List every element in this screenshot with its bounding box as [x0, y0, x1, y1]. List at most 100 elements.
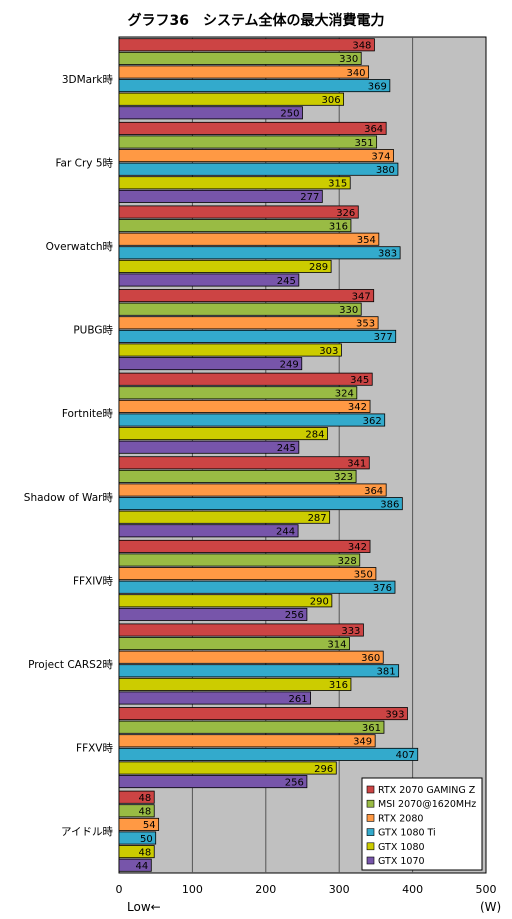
- category-labels: 3DMark時 Far Cry 5時 Overwatch時 PUBG時 Fortnite…: [24, 74, 114, 838]
- bar-value-label: 316: [329, 221, 348, 232]
- bar: [118, 219, 352, 233]
- bar-value-label: 328: [338, 556, 357, 567]
- bar: [118, 289, 375, 303]
- bar-value-label: 380: [376, 165, 395, 176]
- bar-value-label: 364: [364, 486, 383, 497]
- bar-value-label: 303: [319, 346, 338, 357]
- bar: [118, 189, 323, 203]
- bar-value-label: 330: [339, 54, 358, 65]
- category-label: 3DMark時: [62, 74, 114, 86]
- bar: [118, 553, 361, 567]
- bar-value-label: 350: [354, 569, 373, 580]
- bar: [118, 817, 160, 831]
- bar: [118, 51, 362, 65]
- bar-value-label: 349: [353, 737, 372, 748]
- bar: [118, 734, 376, 748]
- bar: [118, 469, 357, 483]
- bar: [118, 273, 300, 287]
- bar: [118, 343, 342, 357]
- bar: [118, 580, 396, 594]
- bar: [118, 121, 387, 135]
- bar-value-label: 50: [140, 834, 153, 845]
- x-tick-label: 500: [476, 883, 497, 896]
- bar: [118, 623, 364, 637]
- legend-entry: GTX 1070: [378, 856, 425, 867]
- legend-box: [361, 777, 483, 871]
- bar-value-label: 407: [396, 750, 415, 761]
- bar-value-label: 381: [377, 667, 396, 678]
- bar: [118, 664, 400, 678]
- bar-value-label: 333: [341, 626, 360, 637]
- bar: [118, 106, 303, 120]
- bar-value-label: 48: [138, 847, 151, 858]
- x-tick-label: 400: [402, 883, 423, 896]
- bar: [118, 399, 371, 413]
- bar: [118, 539, 371, 553]
- bar: [118, 357, 303, 371]
- x-direction-note: Low←: [127, 900, 161, 914]
- legend-swatch: [366, 814, 375, 822]
- category-label: PUBG時: [73, 325, 113, 337]
- category-label: Overwatch時: [46, 241, 114, 253]
- bar-value-label: 341: [347, 459, 366, 470]
- bar-value-label: 393: [385, 709, 404, 720]
- bar-value-label: 244: [276, 527, 295, 538]
- bar-value-label: 48: [138, 807, 151, 818]
- bar: [118, 205, 359, 219]
- bar: [118, 38, 375, 52]
- bar-value-label: 354: [357, 235, 376, 246]
- bar-value-label: 323: [334, 472, 353, 483]
- bar: [118, 707, 408, 721]
- bar: [118, 790, 155, 804]
- bar-value-label: 250: [280, 109, 299, 120]
- bar-value-label: 376: [373, 583, 392, 594]
- category-label: FFXV時: [76, 743, 113, 755]
- bar: [118, 845, 155, 859]
- bar-value-label: 353: [356, 319, 375, 330]
- bar: [118, 329, 397, 343]
- bar: [118, 162, 399, 176]
- bar-value-label: 374: [371, 151, 390, 162]
- bar-value-label: 386: [380, 499, 399, 510]
- x-axis-unit: (W): [480, 900, 501, 914]
- bar-value-label: 277: [300, 192, 319, 203]
- bar-value-label: 348: [352, 41, 371, 52]
- legend-entry: RTX 2070 GAMING Z: [378, 785, 476, 796]
- bar-value-label: 314: [327, 639, 346, 650]
- bar: [118, 858, 152, 872]
- bar-value-label: 330: [339, 305, 358, 316]
- bar: [118, 302, 362, 316]
- bar: [118, 804, 155, 818]
- bar-value-label: 347: [352, 291, 371, 302]
- bar-value-label: 256: [285, 777, 304, 788]
- category-label: Far Cry 5時: [55, 157, 113, 169]
- legend-swatch: [366, 856, 375, 865]
- bar-value-label: 351: [355, 138, 374, 149]
- bar: [118, 650, 384, 664]
- bar: [118, 831, 157, 845]
- bar: [118, 691, 311, 705]
- bar: [118, 372, 373, 386]
- x-tick-label: 100: [182, 883, 203, 896]
- legend-swatch: [366, 828, 375, 836]
- category-label: Project CARS2時: [28, 659, 113, 671]
- bar-value-label: 296: [314, 764, 333, 775]
- x-tick-label: 0: [116, 883, 123, 896]
- bar-value-label: 345: [350, 375, 369, 386]
- bar-value-label: 369: [368, 81, 387, 92]
- bar-value-label: 324: [335, 389, 354, 400]
- bar: [118, 79, 391, 93]
- bar-value-label: 48: [138, 793, 151, 804]
- bar: [118, 637, 350, 651]
- bar: [118, 761, 337, 775]
- bar-value-label: 256: [285, 610, 304, 621]
- bar-value-label: 377: [374, 332, 393, 343]
- x-tick-labels: 0 100 200 300 400 500: [116, 883, 497, 896]
- bar-value-label: 342: [348, 402, 367, 413]
- bar: [118, 677, 352, 691]
- plot-area: [118, 36, 487, 874]
- bar-value-label: 362: [363, 416, 382, 427]
- category-label: FFXIV時: [73, 575, 114, 587]
